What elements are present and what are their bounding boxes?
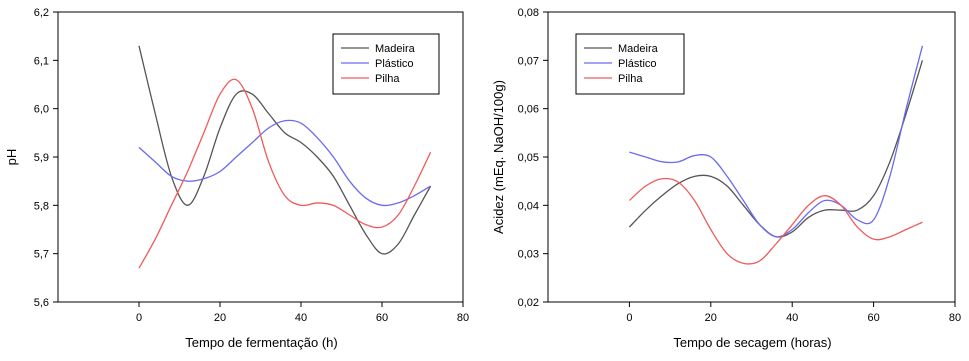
- x-tick-label: 40: [295, 312, 307, 324]
- series-line-2: [629, 45, 924, 238]
- y-tick-label: 6,2: [34, 7, 49, 19]
- x-tick-label: 80: [949, 312, 961, 324]
- legend-label: Pilha: [375, 73, 400, 85]
- x-tick-label: 60: [376, 312, 388, 324]
- y-tick-label: 6,1: [34, 55, 49, 67]
- x-axis-label: Tempo de secagem (horas): [673, 335, 831, 350]
- y-tick-label: 0,05: [518, 152, 539, 164]
- x-tick-label: 0: [626, 312, 632, 324]
- y-tick-label: 5,7: [34, 249, 49, 261]
- y-axis-label: Acidez (mEq. NaOH/100g): [491, 80, 506, 234]
- x-tick-label: 20: [214, 312, 226, 324]
- series-line-3: [628, 177, 923, 265]
- y-tick-label: 5,8: [34, 200, 49, 212]
- x-tick-label: 80: [457, 312, 469, 324]
- y-tick-label: 0,07: [518, 55, 539, 67]
- legend-box: [575, 33, 685, 95]
- y-tick-label: 0,06: [518, 104, 539, 116]
- legend-label: Pilha: [618, 73, 643, 85]
- legend-label: Madeira: [375, 43, 416, 55]
- y-tick-label: 0,02: [518, 297, 539, 309]
- legend: Madeira Plástico Pilha: [332, 33, 440, 95]
- chart-2: 0 20 40 60 80 0,02 0,03 0,04 0,05 0,06 0,07 0,08 Tem…: [491, 7, 961, 350]
- legend: Madeira Plástico Pilha: [575, 33, 685, 95]
- series-line-2: [138, 119, 431, 207]
- legend-label: Plástico: [618, 58, 657, 70]
- series-line-3: [138, 78, 432, 269]
- legend-box: [332, 33, 440, 95]
- x-tick-label: 0: [136, 312, 142, 324]
- y-tick-label: 6,0: [34, 104, 49, 116]
- y-tick-label: 5,9: [34, 152, 49, 164]
- y-tick-label: 0,08: [518, 7, 539, 19]
- x-axis-label: Tempo de fermentação (h): [185, 335, 337, 350]
- y-tick-label: 0,04: [518, 200, 539, 212]
- x-tick-label: 40: [786, 312, 798, 324]
- series-line-1: [138, 45, 432, 255]
- legend-label: Plástico: [375, 58, 414, 70]
- x-tick-label: 60: [867, 312, 879, 324]
- legend-label: Madeira: [618, 43, 659, 55]
- x-tick-label: 20: [705, 312, 717, 324]
- chart-1: 0 20 40 60 80 5,6 5,7 5,8 5,9 6,0 6,1 6,2 Tempo de f…: [4, 7, 469, 350]
- y-tick-label: 5,6: [34, 297, 49, 309]
- y-axis-label: pH: [4, 149, 19, 166]
- y-tick-label: 0,03: [518, 249, 539, 261]
